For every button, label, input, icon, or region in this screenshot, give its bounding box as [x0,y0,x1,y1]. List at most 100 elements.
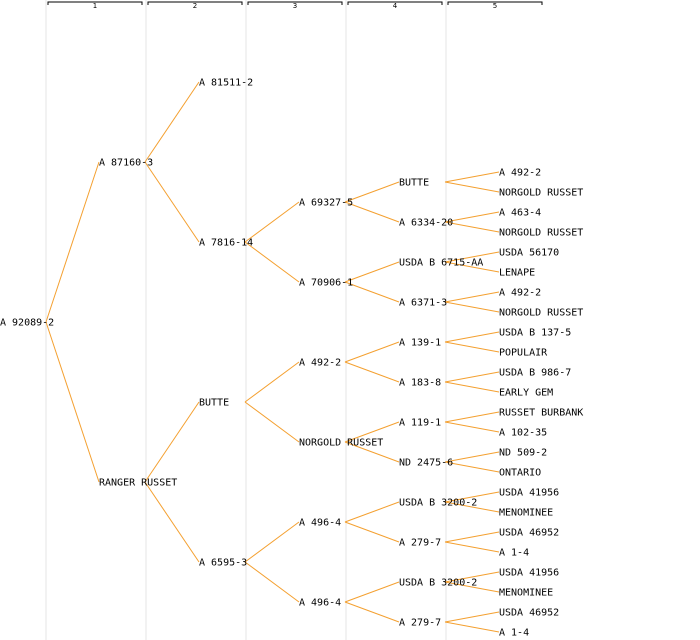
pedigree-node: USDA 46952 [499,608,559,619]
pedigree-node: A 496-4 [299,518,341,529]
pedigree-edge [444,461,500,473]
pedigree-node: A 279-7 [399,538,441,549]
pedigree-node: USDA 41956 [499,568,559,579]
pedigree-node: A 87160-3 [99,158,153,169]
pedigree-edge [444,571,500,583]
pedigree-edge [344,521,400,543]
pedigree-node: A 119-1 [399,418,441,429]
pedigree-edge [444,211,500,223]
pedigree-node: NORGOLD RUSSET [499,308,583,319]
pedigree-node: A 139-1 [399,338,441,349]
pedigree-edge [45,161,100,323]
pedigree-node: A 7816-14 [199,238,253,249]
pedigree-node: A 6371-3 [399,298,447,309]
pedigree-edge [444,451,500,463]
pedigree-edge [444,491,500,503]
pedigree-node: A 6334-20 [399,218,453,229]
pedigree-edge [244,241,300,283]
pedigree-edge [444,541,500,553]
generation-bracket [147,1,243,5]
pedigree-node: A 463-4 [499,208,541,219]
pedigree-edge [444,341,500,353]
generation-bracket [347,1,443,5]
pedigree-edge [444,611,500,623]
pedigree-node: A 1-4 [499,548,529,559]
generation-number: 3 [293,2,297,10]
generation-bracket [247,1,343,5]
pedigree-node: BUTTE [399,178,429,189]
pedigree-node: NORGOLD RUSSET [299,438,383,449]
pedigree-edge [344,361,400,383]
generation-bracket [47,1,143,5]
pedigree-node: MENOMINEE [499,508,553,519]
pedigree-edge [444,221,500,233]
pedigree-node: ND 509-2 [499,448,547,459]
pedigree-node: USDA B 3200-2 [399,578,477,589]
pedigree-edge [244,201,300,243]
pedigree-edges [45,81,500,633]
pedigree-edge [244,361,300,403]
pedigree-edge [444,381,500,393]
pedigree-node: A 6595-3 [199,558,247,569]
pedigree-node: RANGER RUSSET [99,478,177,489]
pedigree-node: USDA B 3200-2 [399,498,477,509]
pedigree-edge [344,201,400,223]
pedigree-edge [444,331,500,343]
generation-headers: 1 2 3 4 5 [47,1,543,10]
pedigree-edge [244,401,300,443]
pedigree-edge [344,181,400,203]
pedigree-node: A 69327-5 [299,198,353,209]
pedigree-edge [444,411,500,423]
pedigree-node: USDA B 137-5 [499,328,571,339]
pedigree-node: EARLY GEM [499,388,553,399]
pedigree-node: USDA 56170 [499,248,559,259]
pedigree-edge [444,181,500,193]
pedigree-edge [244,521,300,563]
pedigree-edge [444,371,500,383]
generation-number: 1 [93,2,97,10]
pedigree-node: A 102-35 [499,428,547,439]
pedigree-edge [144,481,200,563]
pedigree-node: A 70906-1 [299,278,353,289]
pedigree-node: POPULAIR [499,348,548,359]
pedigree-edge [444,501,500,513]
pedigree-edge [144,161,200,243]
pedigree-edge [444,421,500,433]
pedigree-node: A 1-4 [499,628,529,639]
pedigree-edge [444,531,500,543]
pedigree-edge [444,581,500,593]
pedigree-node: NORGOLD RUSSET [499,188,583,199]
pedigree-node: A 492-2 [499,168,541,179]
pedigree-node: A 496-4 [299,598,341,609]
pedigree-node: A 492-2 [499,288,541,299]
generation-number: 5 [493,2,497,10]
pedigree-node: ND 2475-6 [399,458,453,469]
pedigree-node: USDA B 986-7 [499,368,571,379]
pedigree-edge [444,171,500,183]
pedigree-node: USDA 46952 [499,528,559,539]
pedigree-node: MENOMINEE [499,588,553,599]
pedigree-edge [444,621,500,633]
pedigree-node: LENAPE [499,268,535,279]
pedigree-edge [344,341,400,363]
pedigree-nodes: A 92089-2 A 87160-3 A 81511-2 A 7816-14 A 69… [0,78,583,639]
pedigree-edge [344,281,400,303]
generation-columns [45,0,447,640]
pedigree-edge [444,261,500,273]
pedigree-edge [344,421,400,443]
pedigree-node: A 492-2 [299,358,341,369]
pedigree-edge [444,301,500,313]
pedigree-edge [344,601,400,623]
pedigree-edge [244,561,300,603]
pedigree-edge [444,291,500,303]
pedigree-node: USDA 41956 [499,488,559,499]
pedigree-edge [144,401,200,483]
generation-number: 4 [393,2,398,10]
pedigree-node: A 81511-2 [199,78,253,89]
pedigree-node: A 92089-2 [0,318,54,329]
pedigree-node: NORGOLD RUSSET [499,228,583,239]
pedigree-node: A 183-8 [399,378,441,389]
pedigree-node: ONTARIO [499,468,541,479]
pedigree-edge [444,251,500,263]
